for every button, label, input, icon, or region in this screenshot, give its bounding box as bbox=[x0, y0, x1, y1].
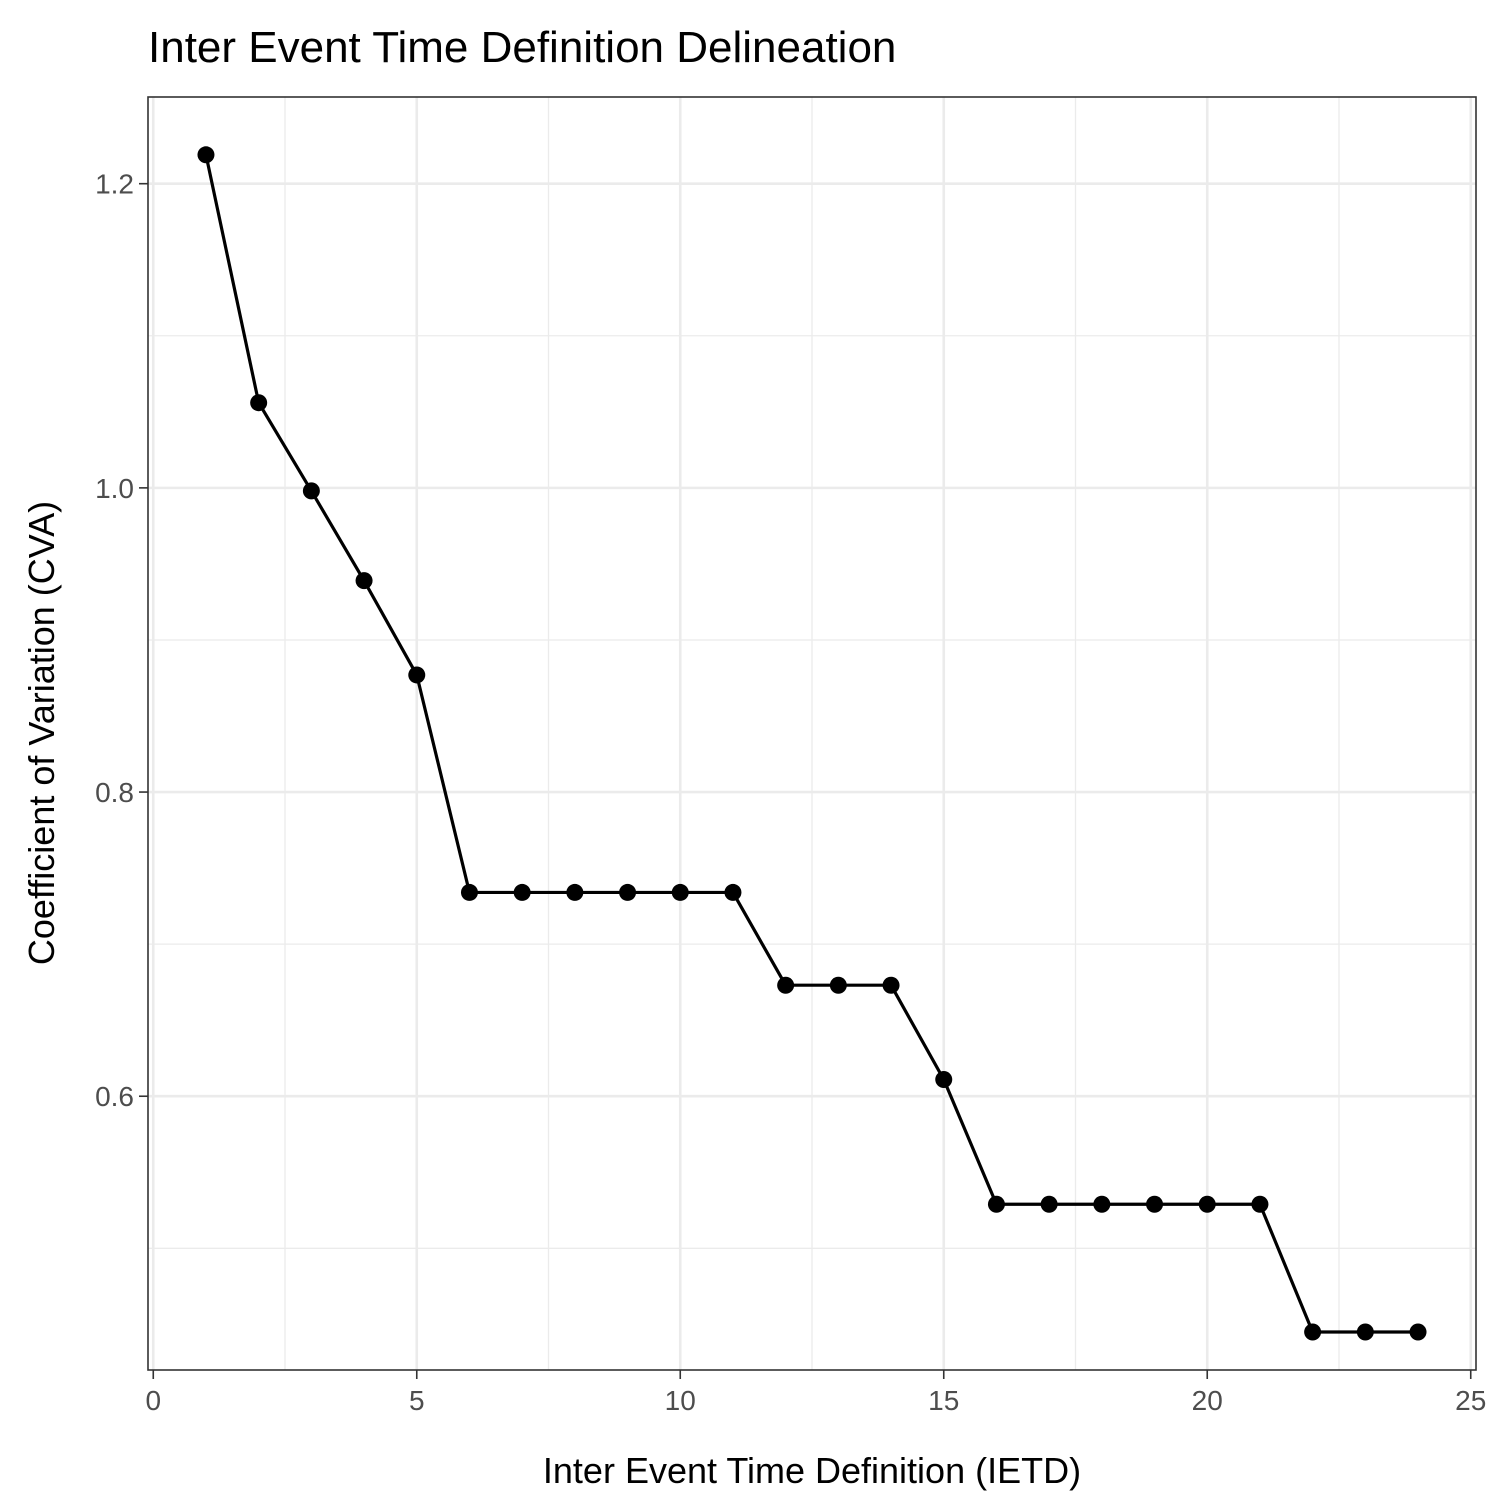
data-point bbox=[619, 883, 637, 901]
axes: 0 5 10 15 20 25 0.6 0.8 1.0 1.2 bbox=[95, 169, 1486, 1416]
data-point bbox=[460, 883, 478, 901]
x-tick-label: 15 bbox=[928, 1385, 959, 1416]
data-point bbox=[724, 883, 742, 901]
x-tick-label: 5 bbox=[409, 1385, 425, 1416]
y-tick-label: 1.0 bbox=[95, 473, 134, 504]
y-tick-label: 1.2 bbox=[95, 169, 134, 200]
data-point bbox=[935, 1071, 953, 1089]
x-tick-label: 0 bbox=[145, 1385, 161, 1416]
data-point bbox=[197, 146, 215, 164]
data-point bbox=[882, 976, 900, 994]
y-axis-title: Coefficient of Variation (CVA) bbox=[21, 501, 62, 965]
x-tick-label: 10 bbox=[665, 1385, 696, 1416]
series-line bbox=[204, 154, 1419, 1334]
data-point bbox=[566, 883, 584, 901]
grid-lines bbox=[148, 97, 1476, 1370]
data-series bbox=[197, 146, 1427, 1341]
data-point bbox=[355, 572, 373, 590]
data-point bbox=[1409, 1323, 1427, 1341]
y-tick-label: 0.6 bbox=[95, 1081, 134, 1112]
data-point bbox=[250, 394, 268, 412]
data-point bbox=[1356, 1323, 1374, 1341]
data-point bbox=[777, 976, 795, 994]
data-point bbox=[1146, 1195, 1164, 1213]
x-tick-label: 20 bbox=[1192, 1385, 1223, 1416]
data-point bbox=[1093, 1195, 1111, 1213]
plot-panel-border bbox=[147, 96, 1477, 1371]
data-point bbox=[1304, 1323, 1322, 1341]
data-point bbox=[1040, 1195, 1058, 1213]
data-point bbox=[987, 1195, 1005, 1213]
chart-title: Inter Event Time Definition Delineation bbox=[148, 23, 896, 72]
data-point bbox=[1251, 1195, 1269, 1213]
data-point bbox=[671, 883, 689, 901]
x-tick-label: 25 bbox=[1455, 1385, 1486, 1416]
data-point bbox=[302, 482, 320, 500]
x-axis-title: Inter Event Time Definition (IETD) bbox=[543, 1450, 1081, 1491]
data-point bbox=[513, 883, 531, 901]
data-point bbox=[408, 666, 426, 684]
data-point bbox=[829, 976, 847, 994]
y-tick-label: 0.8 bbox=[95, 777, 134, 808]
data-point bbox=[1198, 1195, 1216, 1213]
